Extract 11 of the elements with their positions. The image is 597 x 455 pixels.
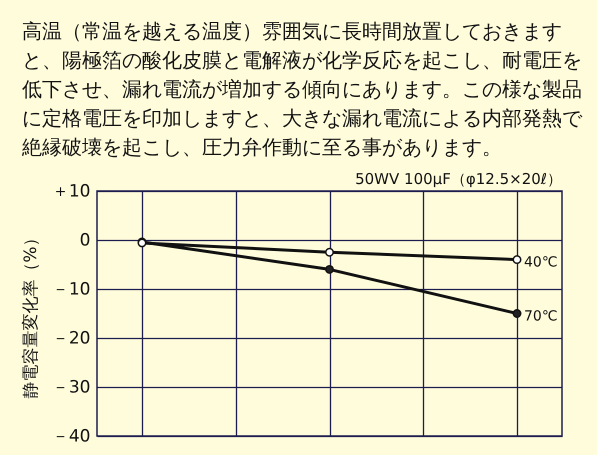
y-tick-label: 0 — [80, 230, 90, 250]
y-tick-label: ＋10 — [52, 182, 90, 202]
series-label: 70℃ — [524, 308, 558, 324]
y-tick-label: －10 — [52, 280, 90, 300]
y-tick-label: －20 — [52, 328, 90, 348]
y-tick-label: －30 — [52, 378, 90, 398]
y-tick-label: －40 — [52, 426, 90, 446]
y-axis-title: 静電容量変化率（%） — [20, 229, 41, 399]
chart-title: 高温（常温を越える温度）雰囲気に長時間放置しておきますと、陽極箔の酸化皮膜と電解液が化学反応を起こし、耐電圧を低下させ、漏れ電流が増加する傾向にあります。この様な製品に定格電圧を印加しますと、大きな漏れ電流による内部発熱で絶縁破壊を起こし、圧力弁作動に至る事があります。 — [21, 19, 583, 159]
chart-subtitle: 50WV 100μF（φ12.5×20ℓ） — [355, 170, 562, 188]
series-label: 40℃ — [524, 254, 558, 271]
